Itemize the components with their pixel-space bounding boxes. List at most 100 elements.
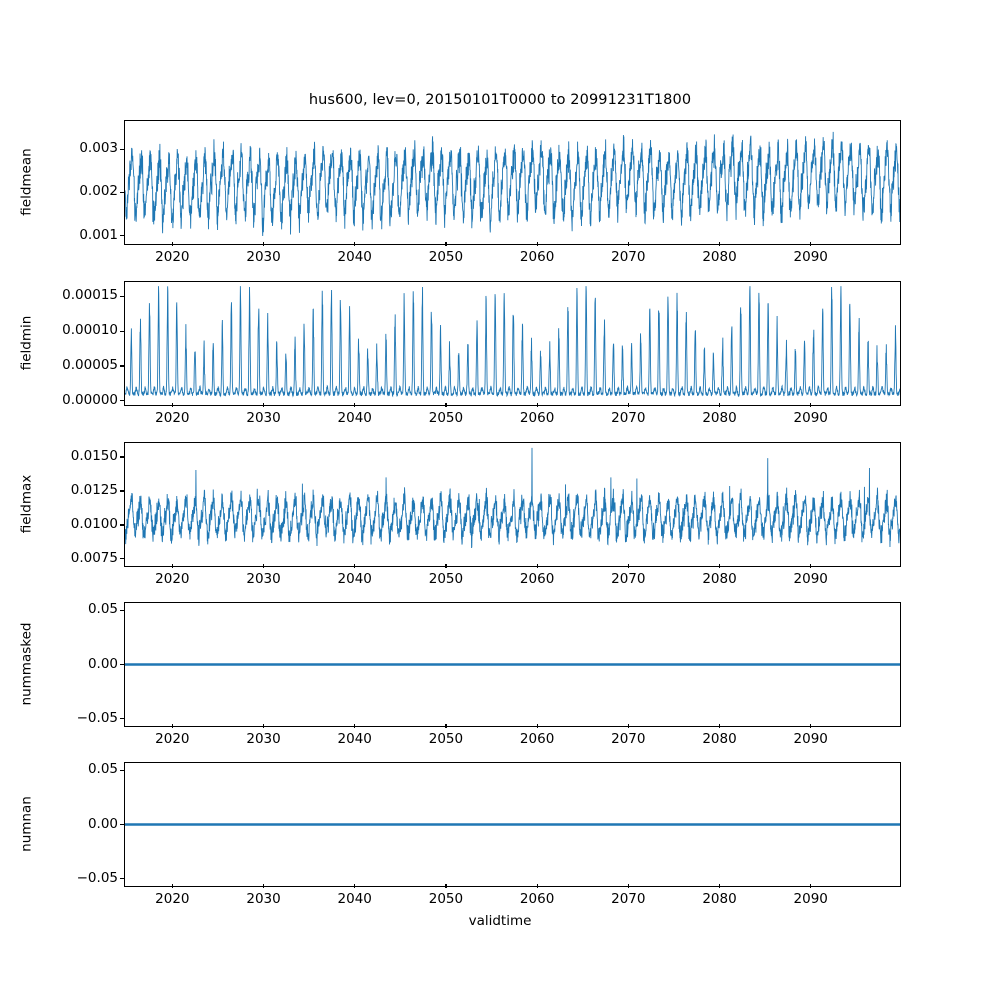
x-tick-label: 2050 <box>428 891 464 907</box>
y-tick-label: 0.003 <box>79 140 118 157</box>
y-tick-label: 0.0125 <box>70 481 118 498</box>
x-tick-mark <box>719 724 721 728</box>
y-axis-ticks-fieldmax: 0.0075 0.0100 0.0125 0.0150 <box>0 442 124 567</box>
y-tick-mark <box>120 769 124 771</box>
y-tick-mark <box>120 558 124 560</box>
series-line-fieldmax <box>125 448 900 548</box>
x-tick-mark <box>445 242 447 246</box>
x-tick-label: 2080 <box>702 249 737 265</box>
x-tick-mark <box>171 242 173 246</box>
x-tick-mark <box>810 724 812 728</box>
x-tick-mark <box>354 403 356 407</box>
y-tick-label: 0.00015 <box>62 287 118 304</box>
x-tick-label: 2080 <box>702 731 737 747</box>
x-tick-mark <box>810 242 812 246</box>
plot-panel-fieldmean <box>124 120 901 245</box>
x-tick-label: 2020 <box>155 249 190 265</box>
y-tick-label: 0.00010 <box>62 322 118 339</box>
series-line-fieldmean <box>125 132 900 236</box>
x-tick-label: 2030 <box>246 731 281 747</box>
x-axis-label: validtime <box>468 913 532 929</box>
y-axis-ticks-nummasked: −0.05 0.00 0.05 <box>0 601 124 727</box>
x-tick-label: 2080 <box>702 571 737 587</box>
x-tick-label: 2090 <box>793 410 828 426</box>
x-tick-label: 2080 <box>702 410 737 426</box>
plot-panel-fieldmin <box>124 281 901 406</box>
y-tick-label: 0.001 <box>79 226 118 243</box>
y-tick-mark <box>120 456 124 458</box>
y-tick-mark <box>120 295 124 297</box>
x-tick-label: 2070 <box>611 571 646 587</box>
y-tick-label: 0.05 <box>87 761 118 778</box>
y-tick-mark <box>120 609 124 611</box>
x-tick-mark <box>627 242 629 246</box>
plot-panel-nummasked <box>124 602 901 727</box>
x-tick-label: 2070 <box>611 731 646 747</box>
x-tick-label: 2060 <box>519 731 555 747</box>
x-tick-mark <box>171 403 173 407</box>
x-tick-mark <box>719 564 721 568</box>
x-tick-mark <box>263 242 265 246</box>
x-tick-mark <box>627 403 629 407</box>
y-tick-mark <box>120 191 124 194</box>
y-tick-mark <box>120 400 124 402</box>
y-axis-ticks-fieldmean: 0.001 0.002 0.003 <box>0 120 124 245</box>
x-tick-label: 2020 <box>155 571 190 587</box>
y-tick-label: 0.05 <box>87 601 118 618</box>
x-tick-mark <box>719 403 721 407</box>
y-tick-mark <box>120 490 124 492</box>
x-axis-ticks-numnan: 2020 2030 2040 2050 2060 2070 2080 2090 <box>0 884 1000 910</box>
y-tick-mark <box>120 664 124 666</box>
x-tick-label: 2090 <box>793 891 828 907</box>
x-tick-label: 2030 <box>246 410 281 426</box>
x-tick-label: 2050 <box>428 731 464 747</box>
x-tick-label: 2020 <box>155 410 190 426</box>
x-tick-mark <box>627 884 629 888</box>
x-tick-label: 2040 <box>337 410 372 426</box>
plot-panel-fieldmax <box>124 442 901 567</box>
x-tick-label: 2090 <box>793 249 828 265</box>
x-tick-mark <box>719 884 721 888</box>
x-tick-mark <box>536 724 538 728</box>
y-tick-label: 0.0100 <box>70 515 118 532</box>
x-tick-mark <box>445 724 447 728</box>
y-tick-label: 0.00 <box>87 815 118 832</box>
x-tick-mark <box>627 564 629 568</box>
series-line-fieldmin <box>125 286 900 396</box>
x-tick-mark <box>719 242 721 246</box>
x-tick-label: 2070 <box>611 891 646 907</box>
x-tick-label: 2060 <box>519 249 555 265</box>
y-tick-label: 0.00005 <box>62 356 118 373</box>
x-tick-mark <box>354 724 356 728</box>
x-tick-label: 2050 <box>428 410 464 426</box>
x-tick-mark <box>171 724 173 728</box>
x-tick-label: 2060 <box>519 571 555 587</box>
y-tick-label: 0.002 <box>79 183 118 200</box>
x-tick-mark <box>171 884 173 888</box>
y-tick-mark <box>120 718 124 720</box>
x-tick-mark <box>354 564 356 568</box>
x-tick-mark <box>263 884 265 888</box>
y-tick-label: 0.00000 <box>62 391 118 408</box>
x-tick-mark <box>536 884 538 888</box>
y-tick-label: 0.0150 <box>70 447 118 464</box>
x-tick-mark <box>445 884 447 888</box>
x-tick-label: 2060 <box>519 891 555 907</box>
x-tick-label: 2040 <box>337 249 372 265</box>
x-tick-mark <box>263 564 265 568</box>
x-axis-ticks-nummasked: 2020 2030 2040 2050 2060 2070 2080 2090 <box>0 724 1000 750</box>
y-axis-label-numnan: numnan <box>18 795 34 852</box>
x-tick-mark <box>445 564 447 568</box>
x-tick-mark <box>445 403 447 407</box>
x-tick-mark <box>810 884 812 888</box>
y-tick-label: 0.00 <box>87 655 118 672</box>
x-tick-mark <box>171 564 173 568</box>
x-tick-mark <box>354 242 356 246</box>
x-tick-mark <box>354 884 356 888</box>
x-tick-label: 2060 <box>519 410 555 426</box>
plot-panel-numnan <box>124 762 901 887</box>
y-tick-mark <box>120 235 124 237</box>
y-tick-mark <box>120 365 124 367</box>
x-tick-label: 2090 <box>793 731 828 747</box>
